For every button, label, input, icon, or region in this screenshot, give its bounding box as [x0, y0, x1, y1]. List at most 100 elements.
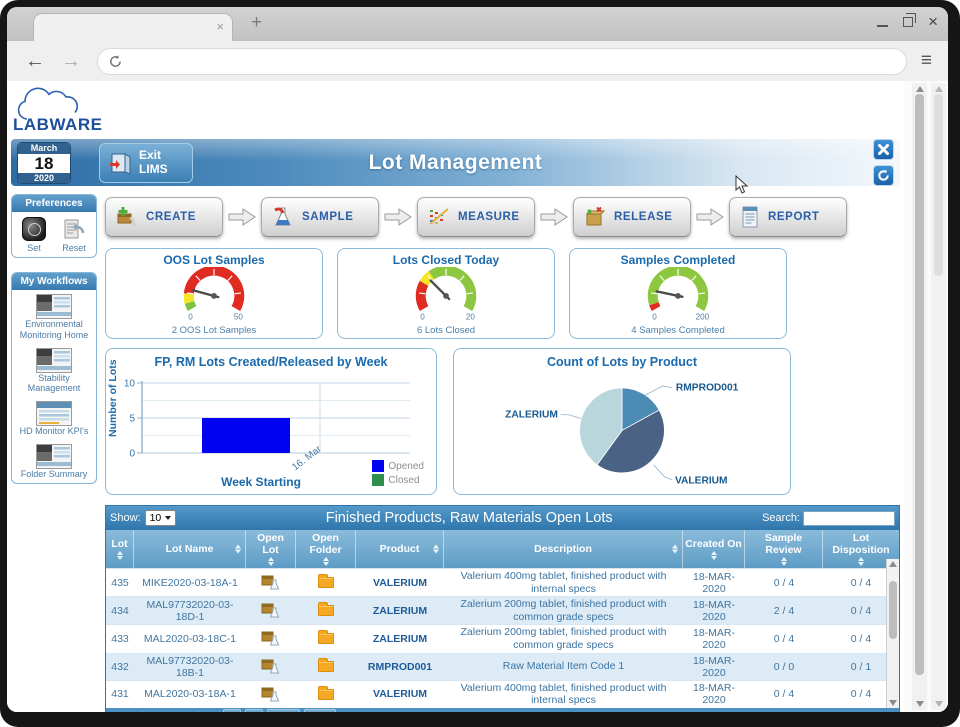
menu-icon[interactable]: ≡: [920, 50, 932, 71]
folder-icon: [318, 602, 334, 617]
description: Valerium 400mg tablet, finished product …: [460, 570, 667, 595]
sort-icon[interactable]: [858, 557, 864, 566]
sort-icon[interactable]: [116, 551, 123, 560]
tab-close-icon[interactable]: ×: [216, 19, 224, 34]
exit-lims-button[interactable]: Exit LIMS: [99, 142, 193, 183]
page-scrollbar[interactable]: [931, 83, 946, 710]
show-entries-select[interactable]: 10: [144, 510, 177, 526]
close-dashboard-button[interactable]: [873, 139, 894, 160]
gauge-chart: 0 20: [415, 265, 477, 321]
content-scrollbar[interactable]: [912, 83, 927, 710]
search-input[interactable]: [803, 510, 895, 526]
caret-down-icon: [165, 516, 172, 520]
sort-icon[interactable]: [235, 544, 241, 554]
scroll-up-icon[interactable]: [889, 561, 897, 567]
open-folder-button[interactable]: [296, 570, 356, 595]
pagination-page-2[interactable]: 2: [223, 709, 241, 712]
show-label: Show:: [110, 512, 141, 524]
create-step-button[interactable]: CREATE: [105, 197, 223, 237]
column-header-open-lot[interactable]: Open Lot: [246, 530, 296, 568]
workflow-link-folder-summary[interactable]: Folder Summary: [12, 440, 96, 483]
pagination-previous[interactable]: Previous: [145, 710, 200, 712]
column-header-lot-name[interactable]: Lot Name: [134, 530, 246, 568]
product: ZALERIUM: [372, 632, 428, 645]
address-bar[interactable]: [97, 47, 907, 75]
my-workflows-panel: My Workflows Environmental Monitoring Ho…: [11, 272, 97, 484]
open-lot-button[interactable]: [246, 626, 296, 651]
sort-icon[interactable]: [780, 557, 787, 566]
scroll-down-icon[interactable]: [915, 701, 924, 707]
product: RMPROD001: [367, 660, 433, 673]
scroll-up-icon[interactable]: [915, 86, 924, 92]
open-folder-button[interactable]: [296, 626, 356, 651]
set-preferences-button[interactable]: Set: [22, 217, 46, 253]
scroll-down-icon[interactable]: [889, 699, 897, 706]
pagination-first[interactable]: First: [110, 710, 144, 712]
svg-text:5: 5: [129, 414, 135, 425]
pagination-page-1[interactable]: 1: [201, 710, 221, 712]
close-icon: [878, 144, 889, 155]
back-button[interactable]: ←: [25, 50, 45, 72]
new-tab-button[interactable]: +: [251, 12, 263, 33]
open-lot-button[interactable]: [246, 654, 296, 679]
measure-chart-icon: [429, 208, 449, 225]
scrollbar-thumb[interactable]: [934, 94, 943, 276]
browser-tab[interactable]: ×: [33, 13, 233, 41]
sample-flask-icon: [274, 207, 291, 226]
workflow-link-environmental-monitoring[interactable]: Environmental Monitoring Home: [12, 290, 96, 344]
column-header-product[interactable]: Product: [356, 530, 444, 568]
table-scrollbar[interactable]: [886, 559, 899, 708]
column-header-open-folder[interactable]: Open Folder: [296, 530, 356, 568]
pagination-next[interactable]: Next: [266, 709, 301, 712]
release-step-button[interactable]: RELEASE: [573, 197, 691, 237]
lot-name: MAL2020-03-18C-1: [143, 632, 237, 645]
calendar-day: 18: [34, 153, 54, 173]
workflow-link-stability-management[interactable]: Stability Management: [12, 344, 96, 398]
open-lot-button[interactable]: [246, 570, 296, 595]
measure-step-button[interactable]: MEASURE: [417, 197, 535, 237]
column-header-description[interactable]: Description: [444, 530, 683, 568]
sort-icon[interactable]: [710, 551, 717, 560]
gauge-caption: 2 OOS Lot Samples: [171, 325, 257, 336]
report-step-button[interactable]: REPORT: [729, 197, 847, 237]
column-header-lot[interactable]: Lot: [106, 530, 134, 568]
open-lot-button[interactable]: [246, 598, 296, 623]
gauge-title: OOS Lot Samples: [163, 253, 265, 267]
sort-icon[interactable]: [267, 557, 274, 566]
sample-step-button[interactable]: SAMPLE: [261, 197, 379, 237]
page: LABWARE March 18 2020 Exit LIMS Lot Mana…: [7, 81, 948, 712]
workflow-steps: CREATE SAMPLE: [105, 194, 900, 240]
open-lot-button[interactable]: [246, 682, 296, 707]
restore-button[interactable]: [903, 13, 917, 27]
open-folder-button[interactable]: [296, 654, 356, 679]
minimize-button[interactable]: [877, 25, 889, 27]
table-row: 435 MIKE2020-03-18A-1 VALERIUM Valerium …: [106, 568, 899, 597]
scroll-down-icon[interactable]: [934, 701, 943, 707]
sort-icon[interactable]: [433, 544, 439, 554]
open-folder-button[interactable]: [296, 598, 356, 623]
sort-icon[interactable]: [672, 544, 678, 554]
workflow-thumbnail: [36, 443, 72, 469]
sort-icon[interactable]: [322, 557, 329, 566]
scroll-up-icon[interactable]: [934, 86, 943, 92]
open-lots-table: Show: 10 Finished Products, Raw Material…: [105, 505, 900, 712]
folder-icon: [318, 658, 334, 673]
column-header-created-on[interactable]: Created On: [683, 530, 745, 568]
product: ZALERIUM: [372, 604, 428, 617]
workflow-link-hd-monitor-kpis[interactable]: HD Monitor KPI's: [12, 397, 96, 440]
table-header-row: Lot Lot Name Open Lot Open Folder: [106, 530, 899, 568]
reload-icon[interactable]: [108, 54, 123, 69]
refresh-dashboard-button[interactable]: [873, 165, 894, 186]
reset-preferences-button[interactable]: Reset: [62, 217, 86, 253]
column-header-lot-disposition[interactable]: Lot Disposition: [823, 530, 899, 568]
scrollbar-thumb[interactable]: [889, 581, 897, 639]
open-folder-button[interactable]: [296, 682, 356, 707]
forward-button[interactable]: →: [61, 50, 81, 72]
pagination-page-3[interactable]: 3: [244, 709, 263, 712]
created-on: 18-MAR-2020: [692, 654, 735, 679]
window-close-button[interactable]: ×: [928, 12, 938, 31]
column-header-sample-review[interactable]: Sample Review: [745, 530, 823, 568]
lot-disposition: 0 / 4: [850, 688, 872, 701]
scrollbar-thumb[interactable]: [915, 94, 924, 675]
pagination-last[interactable]: Last: [304, 709, 337, 712]
